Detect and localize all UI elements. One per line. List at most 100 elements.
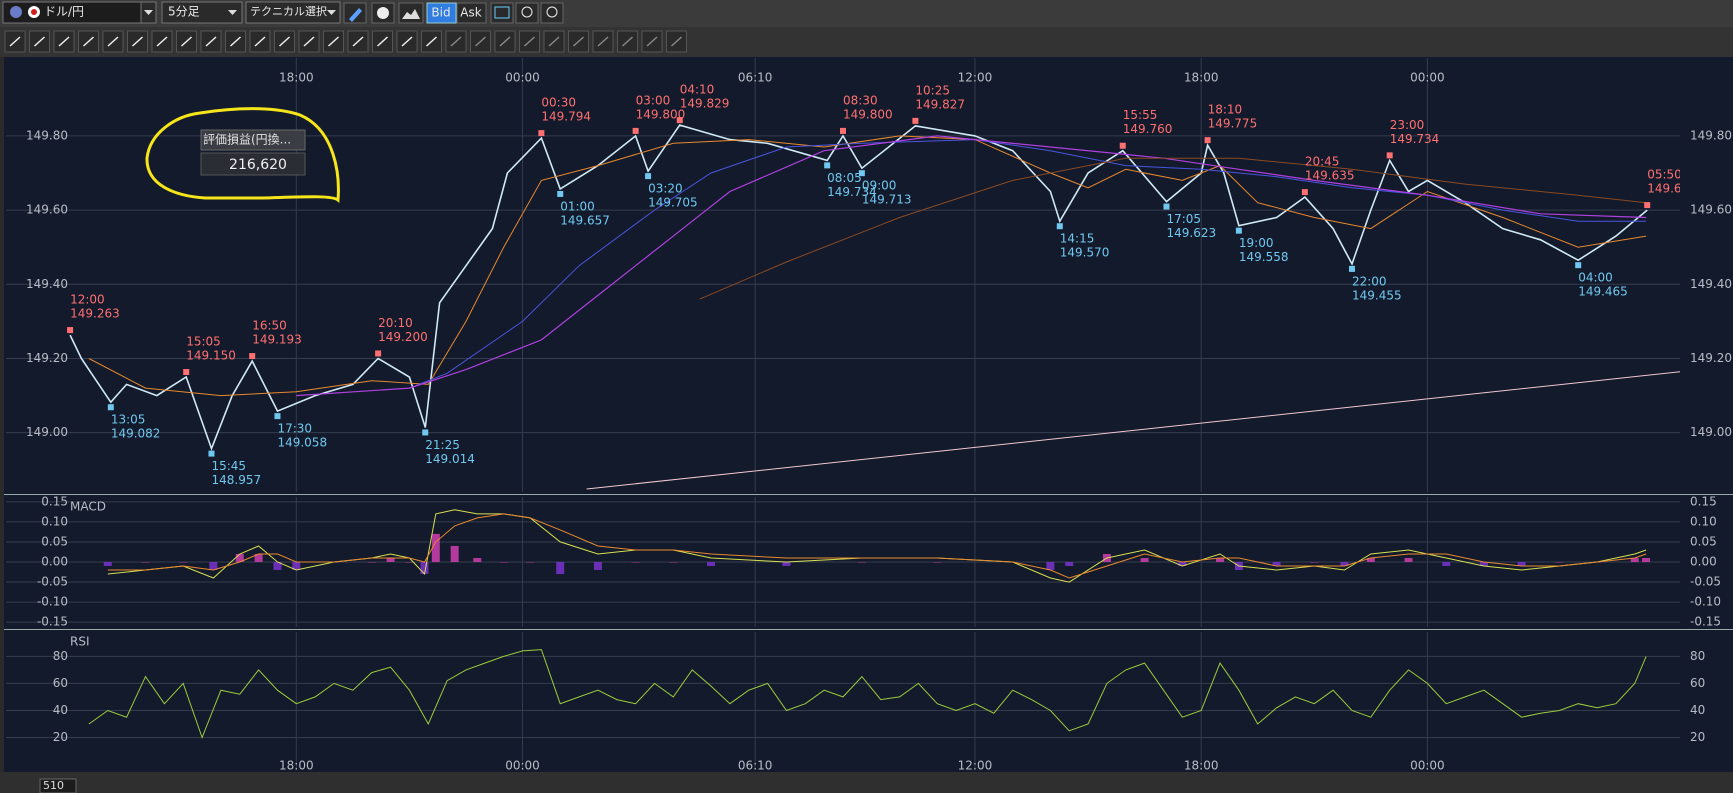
histogram-bar [367, 562, 376, 563]
low-marker [1235, 227, 1242, 234]
fit-button[interactable] [490, 2, 514, 24]
histogram-bar [473, 557, 482, 562]
tool-icon [131, 36, 144, 47]
low-marker [422, 429, 429, 436]
chart-button[interactable] [398, 2, 424, 24]
marker-price: 149.623 [1166, 226, 1216, 240]
x-tick-label: 18:00 [1184, 71, 1219, 85]
series-line [107, 509, 1647, 583]
pnl-value-box [200, 152, 306, 176]
y-tick-label-right: 0.10 [1690, 514, 1717, 528]
marker-price: 149.800 [636, 107, 686, 121]
high-marker [1301, 189, 1308, 196]
technical: テクニカル選択 [250, 4, 327, 18]
pnl-value: 216,620 [229, 157, 287, 173]
rsi-panel [4, 630, 1733, 772]
ask-button[interactable] [456, 2, 487, 24]
y-tick-label: 149.20 [26, 351, 68, 365]
histogram-bar [499, 562, 508, 563]
x-tick-label: 18:00 [279, 71, 314, 85]
x-tick-label: 12:00 [958, 71, 993, 85]
pen-icon [349, 8, 362, 22]
y-tick-label-right: -0.15 [1690, 615, 1721, 629]
bid-button[interactable] [426, 2, 457, 24]
panel-2 [6, 632, 1680, 770]
y-tick-label: -0.05 [37, 575, 68, 589]
fit-icon [494, 6, 510, 19]
histogram-bar [179, 562, 188, 563]
panel-0: 12:00149.26315:05149.15016:50149.19320:1… [6, 58, 1697, 492]
marker-price: 149.775 [1208, 117, 1258, 131]
tool-icon [33, 36, 46, 47]
zoom-in-button[interactable] [540, 2, 564, 24]
tool-group [4, 30, 687, 53]
histogram-bar [235, 553, 244, 562]
tool-icon [156, 36, 168, 47]
marker-price: 149.600 [1647, 182, 1697, 196]
tool-icon [303, 36, 315, 47]
pair: ドル/円 [44, 5, 84, 19]
technical-select[interactable] [245, 1, 341, 24]
y-tick-label-right: 149.60 [1690, 203, 1732, 217]
tool-icon [58, 36, 70, 47]
marker-price: 149.263 [70, 307, 120, 321]
low-marker [858, 170, 865, 177]
marker-time: 15:05 [186, 335, 221, 349]
tool-icon [327, 36, 340, 47]
high-marker [1204, 137, 1211, 144]
histogram-bar [1272, 562, 1281, 567]
flag-us [10, 6, 22, 18]
panel-1 [6, 497, 1680, 627]
tool-icon [82, 36, 95, 47]
low-marker [1056, 223, 1063, 230]
y-tick-label: -0.10 [37, 595, 68, 609]
x-tick-label: 00:00 [505, 759, 540, 773]
tool-icon [180, 36, 193, 47]
marker-time: 03:20 [648, 182, 683, 196]
high-marker [840, 127, 846, 134]
timeframe-select[interactable] [161, 1, 243, 24]
tool-icon [107, 36, 119, 47]
marker-price: 149.082 [111, 427, 161, 441]
histogram-bar [450, 545, 459, 562]
bar-count: 510 [43, 779, 64, 792]
high-marker [1119, 142, 1126, 149]
x-tick-label: 00:00 [1410, 759, 1445, 773]
pnl-header [200, 129, 306, 151]
tool-icon [401, 36, 413, 47]
y-tick-label-right: 0.05 [1690, 534, 1717, 548]
marker-price: 149.760 [1123, 122, 1173, 136]
histogram-bar [1046, 562, 1055, 571]
zoom-out-button[interactable] [515, 2, 539, 24]
marker-price: 149.014 [425, 452, 475, 466]
count-box[interactable] [39, 778, 77, 793]
marker-price: 149.657 [560, 213, 610, 227]
high-marker [1386, 152, 1393, 159]
y-tick-label: -0.15 [37, 615, 68, 629]
y-tick-label-right: 40 [1690, 703, 1705, 717]
series-line [88, 135, 1647, 397]
tool-icon [646, 36, 658, 47]
histogram-bar [1310, 562, 1319, 563]
histogram-bar [431, 533, 440, 562]
histogram-bar [209, 562, 218, 571]
tool-icon [499, 36, 511, 47]
x-tick-label: 06:10 [738, 759, 773, 773]
pnl-title: 評価損益(円換... [203, 132, 291, 147]
y-tick-label-right: -0.10 [1690, 595, 1721, 609]
marker-price: 149.794 [541, 110, 591, 124]
histogram-bar [292, 562, 301, 571]
marker-time: 21:25 [425, 438, 460, 452]
y-tick-label: 0.00 [41, 555, 68, 569]
low-marker [824, 162, 831, 169]
arrow [327, 10, 336, 15]
x-tick-label: 12:00 [958, 759, 993, 773]
high-marker [375, 350, 382, 357]
marker-price: 149.455 [1352, 288, 1402, 302]
marker-time: 03:00 [636, 93, 671, 107]
y-tick-label: 149.00 [26, 425, 68, 439]
histogram-bar [1340, 562, 1349, 567]
histogram-bar [1442, 562, 1451, 567]
marker-price: 149.734 [827, 185, 877, 199]
